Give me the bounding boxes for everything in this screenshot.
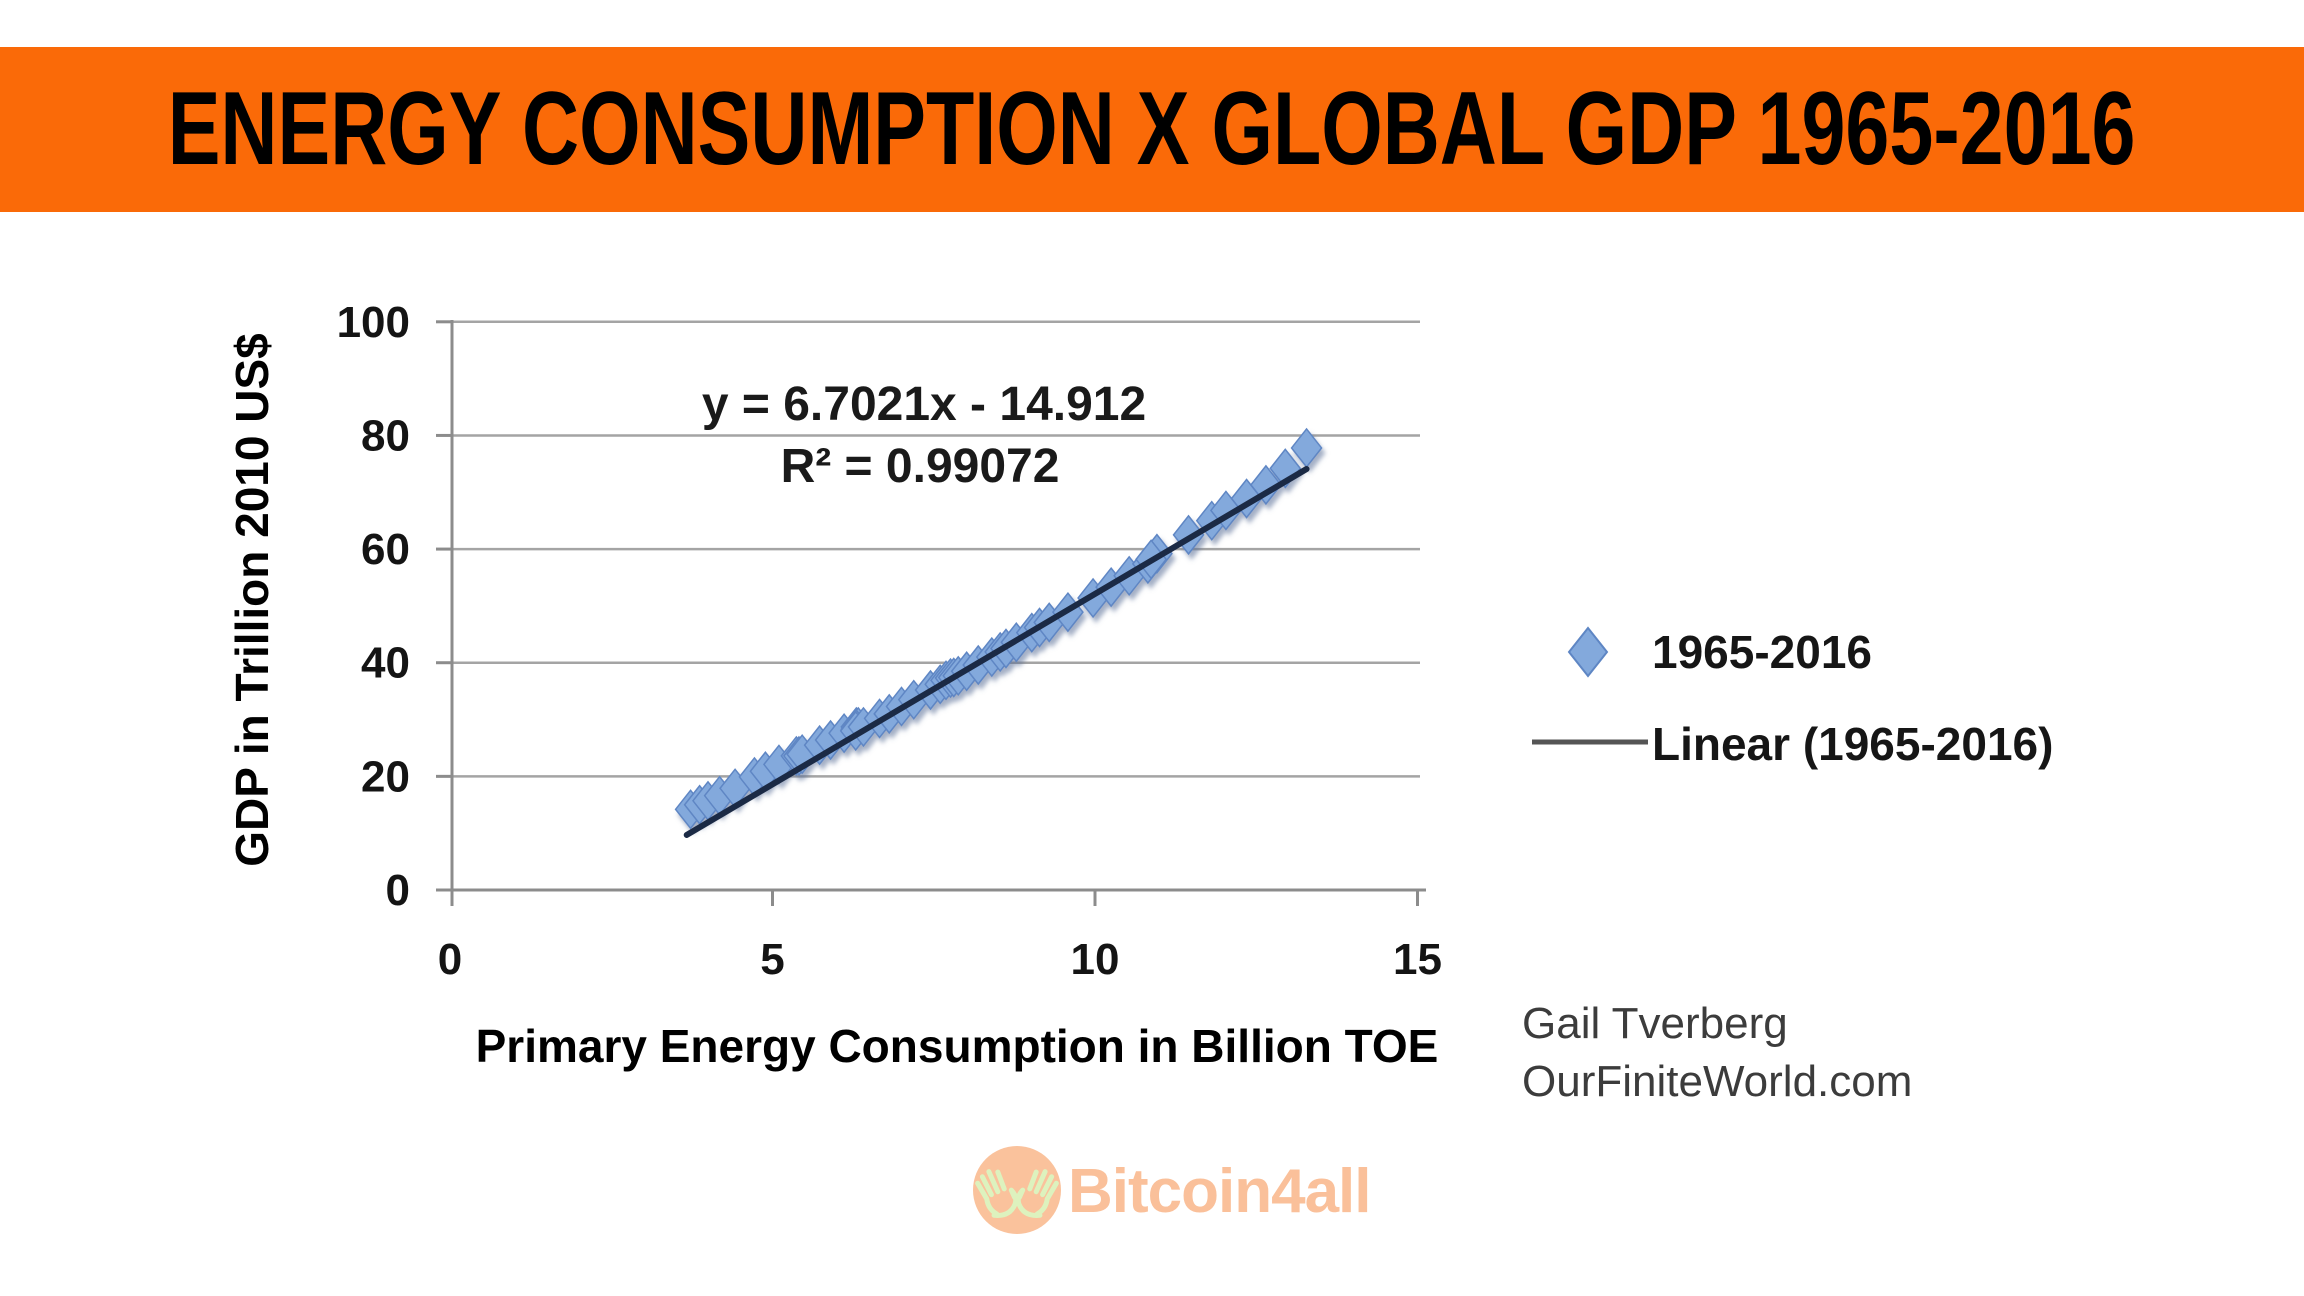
high-five-hands-icon xyxy=(975,1169,1059,1218)
x-axis-title: Primary Energy Consumption in Billion TO… xyxy=(476,1020,1439,1072)
logo-text: Bitcoin4all xyxy=(1068,1157,1371,1226)
r-squared-value: R² = 0.99072 xyxy=(781,440,1060,493)
title-banner: ENERGY CONSUMPTION X GLOBAL GDP 1965-201… xyxy=(0,47,2304,212)
y-tick-label: 60 xyxy=(361,525,410,574)
y-tick-label: 20 xyxy=(361,752,410,801)
x-tick-label: 10 xyxy=(1071,935,1120,984)
x-axis-tick-labels: 0 5 10 15 xyxy=(438,935,1442,984)
x-tick-label: 0 xyxy=(438,935,462,984)
x-tick-label: 5 xyxy=(760,935,784,984)
y-tick-label: 80 xyxy=(361,411,410,460)
x-axis-ticks xyxy=(771,890,1419,906)
y-tick-label: 100 xyxy=(337,298,410,347)
y-tick-label: 0 xyxy=(386,866,410,915)
y-tick-label: 40 xyxy=(361,639,410,688)
page-title: ENERGY CONSUMPTION X GLOBAL GDP 1965-201… xyxy=(168,71,2136,187)
gridlines xyxy=(436,320,1420,892)
legend-trend-label: Linear (1965-2016) xyxy=(1652,718,2053,770)
linear-trendline xyxy=(683,466,1310,838)
attribution-author: Gail Tverberg xyxy=(1522,999,1788,1048)
x-tick-label: 15 xyxy=(1393,935,1442,984)
y-axis-tick-labels: 0 20 40 60 80 100 xyxy=(337,298,410,915)
legend-diamond-marker xyxy=(1567,626,1609,678)
bitcoin4all-logo: Bitcoin4all xyxy=(973,1146,1372,1234)
trendline xyxy=(683,466,1310,838)
legend: 1965-2016 Linear (1965-2016) xyxy=(1532,626,2053,770)
logo-circle xyxy=(973,1146,1061,1234)
trendline-equation: y = 6.7021x - 14.912 xyxy=(702,378,1146,431)
legend-series-label: 1965-2016 xyxy=(1652,626,1872,678)
y-axis-title: GDP in Trillion 2010 US$ xyxy=(226,333,278,866)
data-point-2015 xyxy=(1269,448,1302,489)
attribution-website: OurFiniteWorld.com xyxy=(1522,1057,1912,1106)
